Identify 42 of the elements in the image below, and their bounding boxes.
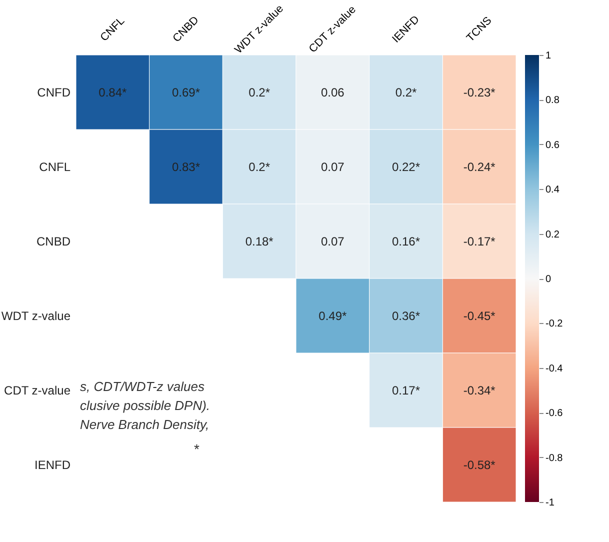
data-label: 0.2* [395, 85, 417, 100]
data-label: 0.49* [318, 308, 348, 323]
data-label: 0.2* [248, 85, 270, 100]
y-tick-label: CDT z-value [4, 383, 71, 398]
data-label: 0.06 [320, 85, 345, 100]
y-tick-label: IENFD [34, 458, 71, 472]
y-tick-label: CNBD [36, 234, 71, 248]
data-label: -0.45* [463, 308, 496, 323]
data-label: -0.58* [463, 458, 496, 472]
data-label: 0.84* [98, 85, 128, 100]
data-label: 0.18* [245, 234, 274, 248]
data-label: 0.36* [392, 308, 420, 323]
data-label: 0.07 [320, 234, 345, 248]
y-tick-label: CNFL [39, 160, 71, 174]
data-label: -0.34* [463, 383, 496, 398]
y-tick-label: WDT z-value [1, 308, 71, 323]
color-bar-label: 1 [546, 50, 552, 62]
color-bar-label: 0.8 [546, 95, 560, 106]
annotation: clusive possible DPN). [80, 398, 210, 413]
data-label: -0.17* [463, 234, 496, 248]
color-bar-label: -0.6 [546, 408, 564, 420]
color-bar-label: 0.2 [546, 229, 560, 240]
data-label: 0.83* [172, 160, 200, 174]
data-label: -0.24* [463, 160, 496, 174]
color-bar-label: -0.2 [546, 318, 564, 330]
y-tick-label: CNFD [37, 85, 71, 100]
data-label: -0.23* [463, 85, 496, 100]
color-bar-label: 0.4 [546, 184, 560, 196]
color-bar-label: 0.6 [546, 140, 560, 151]
color-bar-label: -0.4 [546, 363, 564, 374]
data-label: 0.17* [392, 383, 420, 398]
data-label: 0.22* [392, 160, 420, 174]
color-bar-label: -0.8 [546, 452, 564, 464]
data-label: 0.07 [320, 160, 345, 174]
data-label: 0.16* [392, 234, 420, 248]
annotation: * [194, 441, 200, 457]
annotation: s, CDT/WDT-z values [80, 379, 205, 394]
color-bar-label: -1 [546, 498, 555, 508]
data-label: 0.69* [172, 85, 200, 100]
color-bar-label: 0 [546, 274, 552, 285]
data-label: 0.2* [248, 160, 270, 174]
annotation: Nerve Branch Density, [80, 417, 210, 432]
